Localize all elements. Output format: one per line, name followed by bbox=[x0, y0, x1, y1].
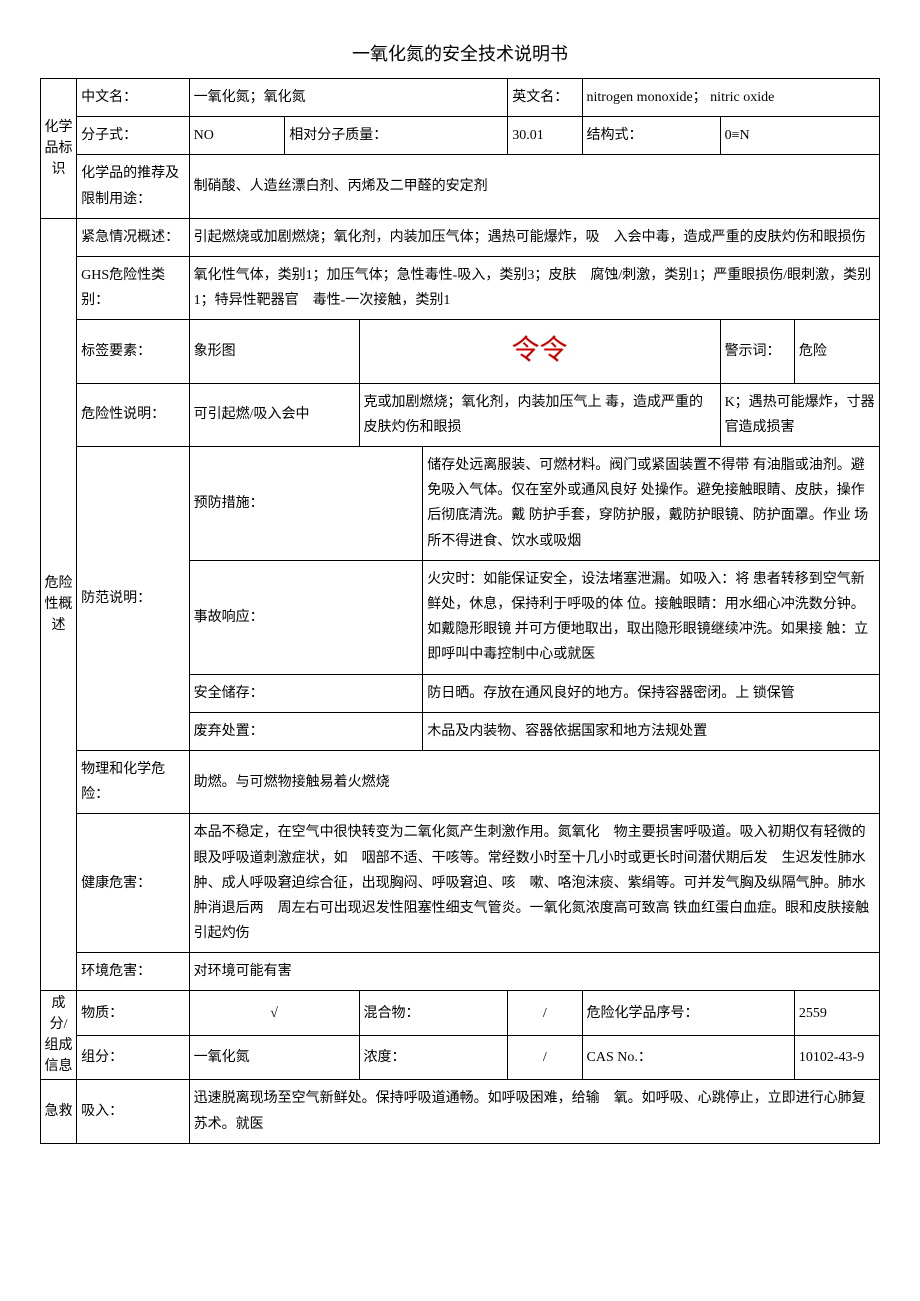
physchem-label: 物理和化学危险： bbox=[77, 750, 190, 813]
env-label: 环境危害： bbox=[77, 953, 190, 991]
cas-label: CAS No.： bbox=[582, 1035, 794, 1080]
component-value: 一氧化氮 bbox=[189, 1035, 359, 1080]
response-value: 火灾时：如能保证安全，设法堵塞泄漏。如吸入：将 患者转移到空气新鲜处，休息，保持… bbox=[423, 560, 880, 674]
disposal-value: 木品及内装物、容器依据国家和地方法规处置 bbox=[423, 712, 880, 750]
inhale-value: 迅速脱离现场至空气新鲜处。保持呼吸道通畅。如呼吸困难，给输 氧。如呼吸、心跳停止… bbox=[189, 1080, 879, 1143]
label-elements-label: 标签要素： bbox=[77, 320, 190, 383]
usage-value: 制硝酸、人造丝漂白剂、丙烯及二甲醛的安定剂 bbox=[189, 155, 879, 218]
emergency-value: 引起燃烧或加剧燃烧；氧化剂，内装加压气体；遇热可能爆炸，吸 入会中毒，造成严重的… bbox=[189, 218, 879, 256]
storage-value: 防日晒。存放在通风良好的地方。保持容器密闭。上 锁保管 bbox=[423, 674, 880, 712]
hazno-label: 危险化学品序号： bbox=[582, 991, 794, 1036]
substance-value: √ bbox=[189, 991, 359, 1036]
response-label: 事故响应： bbox=[189, 560, 423, 674]
substance-label: 物质： bbox=[77, 991, 190, 1036]
hazard-stmt-label: 危险性说明： bbox=[77, 383, 190, 446]
conc-value: / bbox=[508, 1035, 582, 1080]
formula-value: NO bbox=[189, 117, 285, 155]
en-name-value: nitrogen monoxide； nitric oxide bbox=[582, 79, 879, 117]
section-header-identification: 化学品标识 bbox=[41, 79, 77, 219]
formula-label: 分子式： bbox=[77, 117, 190, 155]
section-header-composition: 成分/组成信息 bbox=[41, 991, 77, 1080]
section-header-firstaid: 急救 bbox=[41, 1080, 77, 1143]
molmass-label: 相对分子质量： bbox=[285, 117, 508, 155]
mixture-value: / bbox=[508, 991, 582, 1036]
structure-value: 0≡N bbox=[720, 117, 879, 155]
hazard-stmt-c1: 可引起燃/吸入会中 bbox=[189, 383, 359, 446]
document-title: 一氧化氮的安全技术说明书 bbox=[40, 40, 880, 66]
ghs-value: 氧化性气体，类别1；加压气体；急性毒性-吸入，类别3；皮肤 腐蚀/刺激，类别1；… bbox=[189, 256, 879, 319]
physchem-value: 助燃。与可燃物接触易着火燃烧 bbox=[189, 750, 879, 813]
cn-name-value: 一氧化氮；氧化氮 bbox=[189, 79, 508, 117]
pictogram-label: 象形图 bbox=[189, 320, 359, 383]
ghs-label: GHS危险性类别： bbox=[77, 256, 190, 319]
prevent-label: 预防措施： bbox=[189, 447, 423, 561]
en-name-label: 英文名： bbox=[508, 79, 582, 117]
pictogram-symbols: 令令 bbox=[359, 320, 720, 383]
precaution-label: 防范说明： bbox=[77, 447, 190, 751]
health-label: 健康危害： bbox=[77, 814, 190, 953]
hazard-stmt-c2: 克或加剧燃烧；氧化剂，内装加压气上 毒，造成严重的皮肤灼伤和眼损 bbox=[359, 383, 720, 446]
hazard-stmt-c3: K；遇热可能爆炸，寸器官造成损害 bbox=[720, 383, 879, 446]
signal-word-label: 警示词： bbox=[720, 320, 794, 383]
emergency-label: 紧急情况概述： bbox=[77, 218, 190, 256]
structure-label: 结构式： bbox=[582, 117, 720, 155]
conc-label: 浓度： bbox=[359, 1035, 508, 1080]
cn-name-label: 中文名： bbox=[77, 79, 190, 117]
mixture-label: 混合物： bbox=[359, 991, 508, 1036]
disposal-label: 废弃处置： bbox=[189, 712, 423, 750]
component-label: 组分： bbox=[77, 1035, 190, 1080]
health-value: 本品不稳定，在空气中很快转变为二氧化氮产生刺激作用。氮氧化 物主要损害呼吸道。吸… bbox=[189, 814, 879, 953]
hazno-value: 2559 bbox=[794, 991, 879, 1036]
section-header-hazards: 危险性概述 bbox=[41, 218, 77, 991]
usage-label: 化学品的推荐及限制用途： bbox=[77, 155, 190, 218]
cas-value: 10102-43-9 bbox=[794, 1035, 879, 1080]
env-value: 对环境可能有害 bbox=[189, 953, 879, 991]
molmass-value: 30.01 bbox=[508, 117, 582, 155]
inhale-label: 吸入： bbox=[77, 1080, 190, 1143]
signal-word-value: 危险 bbox=[794, 320, 879, 383]
prevent-value: 储存处远离服装、可燃材料。阀门或紧固装置不得带 有油脂或油剂。避免吸入气体。仅在… bbox=[423, 447, 880, 561]
sds-table: 化学品标识 中文名： 一氧化氮；氧化氮 英文名： nitrogen monoxi… bbox=[40, 78, 880, 1144]
storage-label: 安全储存： bbox=[189, 674, 423, 712]
